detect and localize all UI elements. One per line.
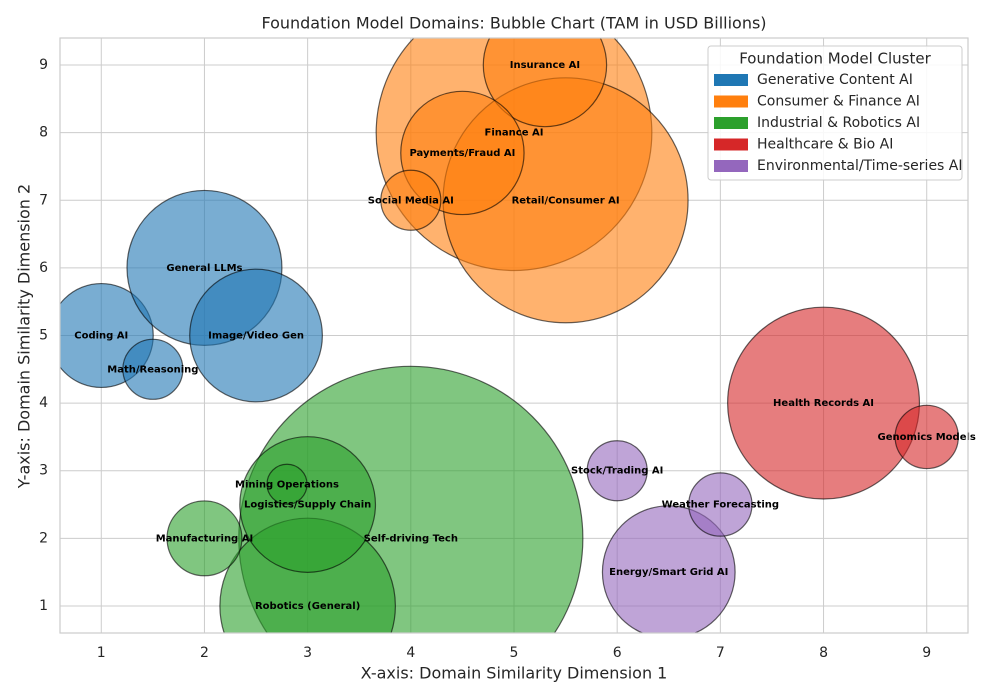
bubble-label: Finance AI [485, 128, 544, 139]
bubble [166, 500, 243, 577]
bubble-label: Mining Operations [235, 479, 339, 490]
bubble-label: Robotics (General) [255, 601, 360, 612]
x-tick-label: 4 [406, 645, 415, 661]
bubble-label: Self-driving Tech [364, 533, 458, 544]
bubble [688, 472, 753, 537]
y-tick-label: 5 [39, 328, 48, 344]
x-tick-label: 7 [716, 645, 725, 661]
legend-swatch [714, 74, 748, 86]
bubble-label: Manufacturing AI [156, 533, 253, 544]
bubble-label: Health Records AI [773, 398, 874, 409]
legend-label: Consumer & Finance AI [757, 94, 920, 110]
legend-label: Generative Content AI [757, 72, 913, 88]
legend-label: Industrial & Robotics AI [757, 115, 920, 131]
bubble [482, 38, 608, 128]
x-tick-label: 8 [819, 645, 828, 661]
x-tick-label: 9 [922, 645, 931, 661]
y-tick-label: 4 [39, 395, 48, 411]
x-tick-label: 2 [200, 645, 209, 661]
legend-swatch [714, 138, 748, 151]
bubble-label: Logistics/Supply Chain [244, 500, 371, 511]
x-tick-label: 3 [303, 645, 312, 661]
bubble-label: Genomics Models [878, 432, 976, 443]
bubble [586, 440, 648, 502]
bubble-label: Math/Reasoning [107, 364, 198, 375]
legend-box [707, 45, 963, 181]
y-tick-label: 1 [39, 598, 48, 614]
y-tick-label: 7 [39, 192, 48, 208]
legend-title: Foundation Model Cluster [739, 50, 931, 68]
legend-swatch [714, 117, 748, 129]
y-tick-label: 3 [39, 463, 48, 479]
bubble-label: Insurance AI [510, 60, 580, 71]
x-axis-label: X-axis: Domain Similarity Dimension 1 [361, 664, 668, 683]
plot-frame [59, 37, 969, 634]
bubble-label: Social Media AI [368, 195, 454, 206]
y-tick-label: 6 [39, 260, 48, 276]
legend-label: Healthcare & Bio AI [757, 137, 893, 153]
chart-title: Foundation Model Domains: Bubble Chart (… [261, 14, 766, 33]
x-tick-label: 1 [97, 645, 106, 661]
bubble-label: General LLMs [166, 263, 242, 274]
x-tick-label: 5 [510, 645, 519, 661]
bubble-label: Payments/Fraud AI [409, 148, 515, 159]
y-tick-label: 2 [39, 530, 48, 546]
legend-swatch [714, 95, 748, 108]
legend-swatch [714, 160, 748, 172]
x-tick-label: 6 [613, 645, 622, 661]
bubble [727, 306, 921, 500]
bubble [380, 169, 442, 231]
bubble-label: Energy/Smart Grid AI [609, 567, 728, 578]
bubble-label: Retail/Consumer AI [512, 195, 620, 206]
bubble-label: Image/Video Gen [208, 331, 304, 342]
bubble [122, 338, 184, 400]
y-tick-label: 9 [39, 57, 48, 73]
bubble [601, 505, 736, 633]
legend-label: Environmental/Time-series AI [757, 158, 963, 174]
bubble [189, 268, 323, 403]
y-axis-label: Y-axis: Domain Similarity Dimension 2 [15, 184, 34, 489]
bubble-label: Stock/Trading AI [571, 466, 663, 477]
bubble [266, 463, 308, 505]
bubble-label: Weather Forecasting [662, 500, 779, 511]
bubble-label: Coding AI [74, 331, 128, 342]
y-tick-label: 8 [39, 125, 48, 141]
bubble [894, 404, 959, 470]
